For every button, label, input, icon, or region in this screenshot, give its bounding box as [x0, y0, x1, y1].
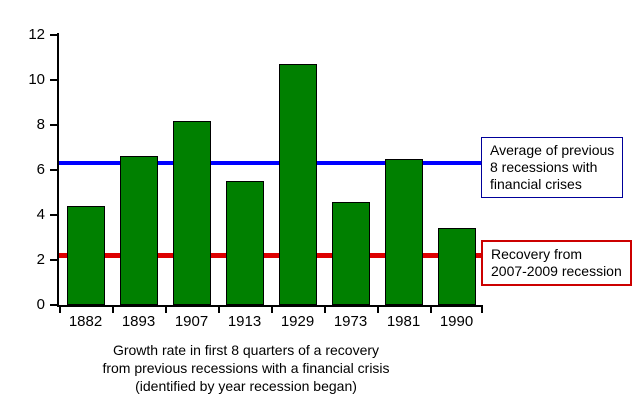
y-tick-label-2: 2 — [36, 251, 45, 268]
plot-area — [57, 33, 483, 313]
y-axis: 0 2 4 6 8 10 12 — [0, 26, 57, 313]
x-tick-label-1929: 1929 — [280, 313, 315, 330]
average-line-label-text: financial crises — [490, 176, 582, 192]
x-tick — [481, 307, 483, 313]
bar-1882 — [66, 206, 105, 305]
x-axis: 1882 1893 1907 1913 1929 1973 1981 1990 — [59, 313, 483, 333]
y-tick-label-6: 6 — [36, 161, 45, 178]
bar-1973 — [331, 202, 370, 305]
bar-1907 — [172, 121, 211, 305]
y-tick — [50, 169, 57, 171]
y-tick — [50, 34, 57, 36]
x-tick — [112, 307, 114, 313]
x-tick — [59, 307, 61, 313]
x-tick-label-1990: 1990 — [439, 313, 474, 330]
caption-line: (identified by year recession began) — [135, 378, 357, 394]
y-tick — [50, 214, 57, 216]
y-tick — [50, 124, 57, 126]
average-line-label-box: Average of previous 8 recessions with fi… — [481, 137, 624, 198]
caption-line: Growth rate in first 8 quarters of a rec… — [112, 342, 380, 358]
y-tick — [50, 79, 57, 81]
y-tick-label-4: 4 — [36, 206, 45, 223]
caption-line: from previous recessions with a financia… — [102, 360, 390, 376]
x-tick — [165, 307, 167, 313]
chart-caption: Growth rate in first 8 quarters of a rec… — [40, 341, 452, 395]
y-tick-label-10: 10 — [28, 71, 45, 88]
x-tick — [377, 307, 379, 313]
x-tick — [324, 307, 326, 313]
y-tick — [50, 304, 57, 306]
bar-1990 — [437, 228, 476, 305]
y-tick-label-12: 12 — [28, 26, 45, 43]
x-tick-label-1981: 1981 — [386, 313, 421, 330]
average-line-label-text: Average of previous — [490, 142, 615, 158]
recovery-line-label-text: 2007-2009 recession — [491, 263, 622, 279]
x-tick-label-1907: 1907 — [174, 313, 209, 330]
recovery-line-label-text: Recovery from — [491, 246, 583, 262]
x-tick-label-1913: 1913 — [227, 313, 262, 330]
x-tick — [271, 307, 273, 313]
average-line-label-text: 8 recessions with — [490, 159, 598, 175]
y-tick-label-8: 8 — [36, 116, 45, 133]
average-previous-recessions-line — [59, 161, 483, 166]
x-tick-label-1882: 1882 — [68, 313, 103, 330]
bar-1929 — [278, 64, 317, 305]
x-tick-label-1893: 1893 — [121, 313, 156, 330]
y-tick — [50, 259, 57, 261]
bar-1981 — [384, 159, 423, 305]
y-tick-label-0: 0 — [36, 296, 45, 313]
bar-1893 — [119, 156, 158, 305]
x-tick — [218, 307, 220, 313]
x-tick — [430, 307, 432, 313]
recovery-line-label-box: Recovery from 2007-2009 recession — [481, 240, 632, 286]
x-tick-label-1973: 1973 — [333, 313, 368, 330]
recovery-2007-2009-line — [59, 253, 483, 258]
bar-1913 — [225, 181, 264, 305]
